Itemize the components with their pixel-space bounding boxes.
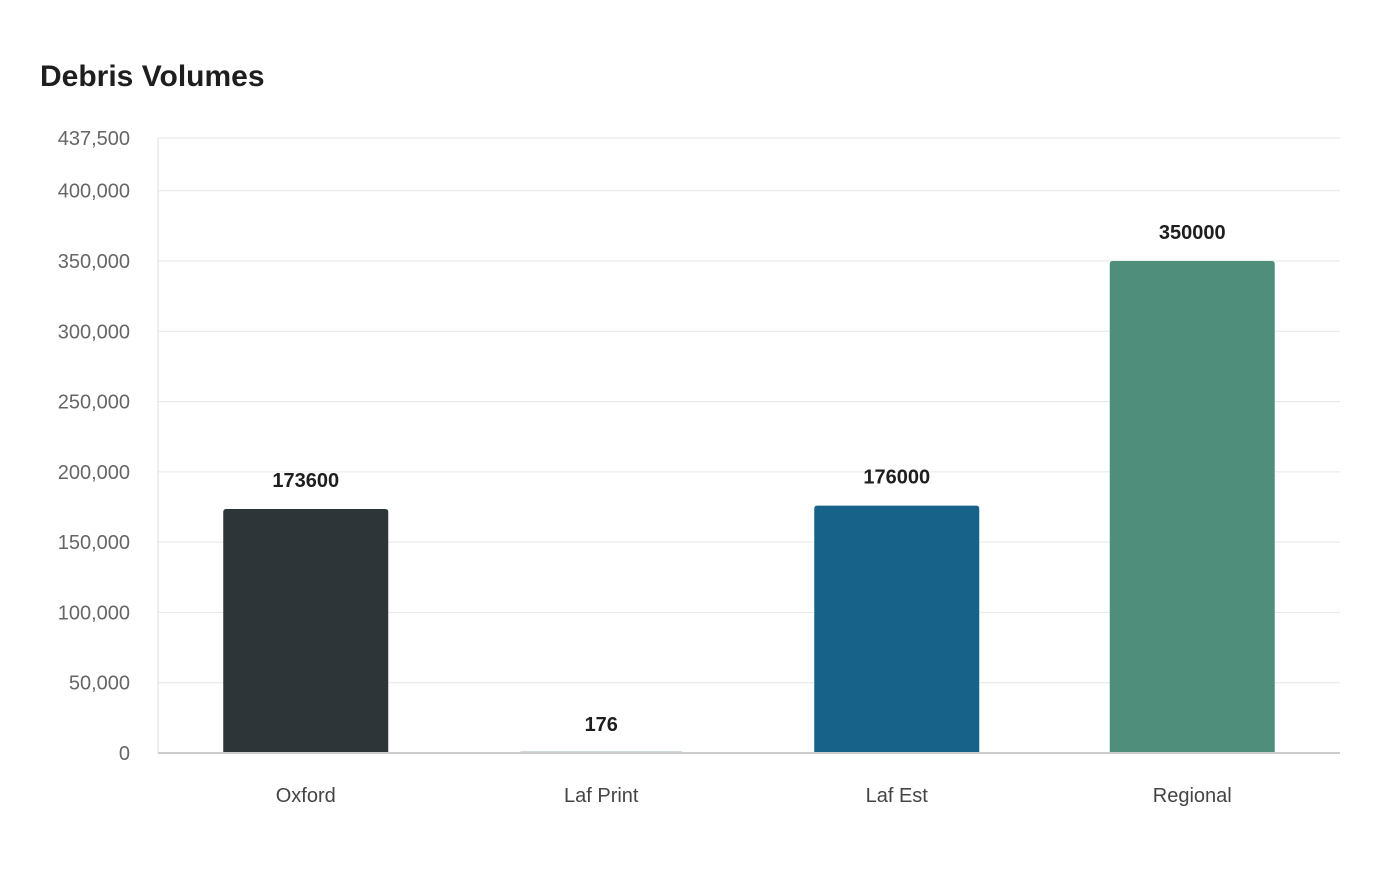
x-tick-label: Laf Print: [564, 785, 639, 807]
bar-oxford: [223, 508, 389, 753]
data-label: 350000: [1159, 222, 1226, 244]
y-tick-label: 400,000: [58, 181, 130, 203]
data-label: 176: [585, 714, 618, 736]
x-tick-label: Oxford: [276, 785, 336, 807]
chart-title: Debris Volumes: [40, 60, 265, 93]
data-label: 176000: [863, 467, 930, 489]
y-tick-label: 200,000: [58, 462, 130, 484]
y-tick-label: 100,000: [58, 602, 130, 624]
data-label: 173600: [272, 470, 339, 492]
y-tick-label: 300,000: [58, 321, 130, 343]
x-tick-label: Regional: [1153, 785, 1232, 807]
y-tick-label: 350,000: [58, 251, 130, 273]
y-tick-label: 0: [119, 743, 130, 765]
y-tick-label: 50,000: [69, 673, 130, 695]
bar-regional: [1109, 261, 1275, 753]
y-tick-label: 150,000: [58, 532, 130, 554]
y-tick-label: 437,500: [58, 128, 130, 150]
bar-laf-est: [814, 505, 980, 753]
x-tick-label: Laf Est: [866, 785, 929, 807]
y-tick-label: 250,000: [58, 392, 130, 414]
